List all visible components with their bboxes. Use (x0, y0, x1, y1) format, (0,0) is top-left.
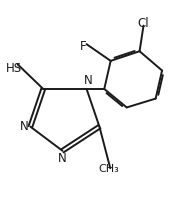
Text: N: N (58, 152, 67, 165)
Text: F: F (80, 40, 87, 53)
Text: CH₃: CH₃ (99, 164, 119, 174)
Text: N: N (84, 74, 93, 88)
Text: Cl: Cl (137, 17, 149, 30)
Text: N: N (20, 120, 28, 133)
Text: HS: HS (6, 62, 22, 75)
